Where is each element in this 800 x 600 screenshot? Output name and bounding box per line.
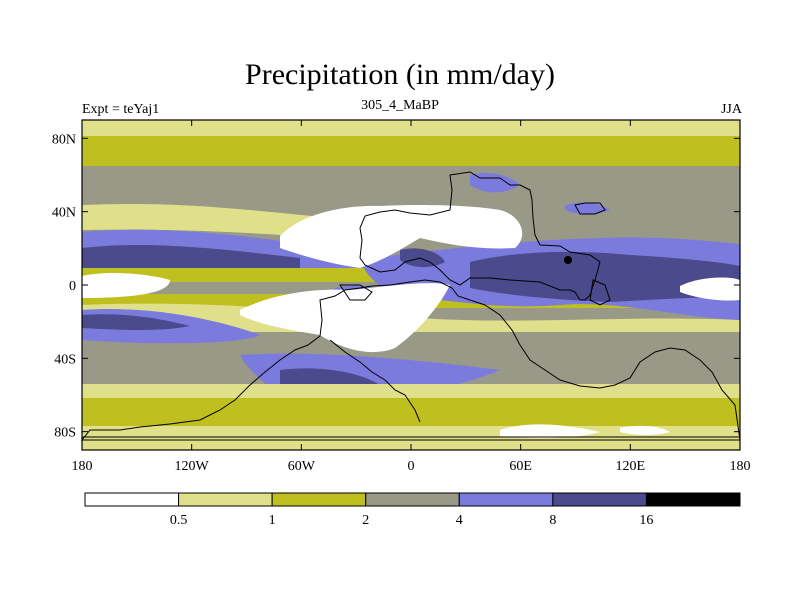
- season-label: JJA: [720, 102, 742, 117]
- lat-tick-label: 80S: [54, 426, 76, 441]
- colorbar: 0.5 1 2 4 8 16: [84, 492, 741, 528]
- band-lightyellow-south-high: [82, 384, 740, 400]
- latitude-axis: 80N 40N 0 40S 80S: [52, 132, 740, 441]
- colorbar-label: 2: [362, 513, 369, 528]
- lat-tick-label: 40N: [52, 206, 76, 221]
- lon-tick-label: 120W: [175, 459, 210, 474]
- band-darkblue-asia-monsoon: [470, 251, 740, 302]
- lon-tick-label: 180: [72, 459, 93, 474]
- experiment-label: Expt = teYaj1: [82, 102, 160, 117]
- precipitation-field: [82, 120, 740, 450]
- period-label: 305_4_MaBP: [361, 98, 439, 113]
- lon-tick-label: 180: [730, 459, 751, 474]
- colorbar-swatch: [645, 492, 741, 507]
- colorbar-swatch: [552, 492, 647, 507]
- volcano-marker: [564, 256, 572, 264]
- band-lightyellow-north: [82, 120, 740, 138]
- colorbar-swatch: [458, 492, 554, 507]
- dry-antarctic-small: [620, 425, 670, 435]
- coastline-island-3: [339, 284, 373, 301]
- colorbar-label: 8: [549, 513, 556, 528]
- lon-tick-label: 60E: [509, 459, 532, 474]
- lat-tick-label: 0: [69, 279, 76, 294]
- dry-north-pangea: [280, 205, 523, 268]
- dry-east-tethys: [680, 277, 740, 301]
- colorbar-label: 4: [456, 513, 463, 528]
- dry-antarctic: [500, 424, 600, 439]
- band-lightblue-east-asia: [565, 202, 610, 215]
- colorbar-swatch: [365, 492, 460, 507]
- lon-tick-label: 0: [408, 459, 415, 474]
- colorbar-swatch: [84, 492, 180, 507]
- lon-tick-label: 60W: [288, 459, 316, 474]
- band-darkblue-north-pacific: [82, 245, 300, 272]
- coastline-laurasia: [359, 171, 601, 301]
- coastline-gondwana: [80, 279, 741, 441]
- band-olive-north: [82, 136, 740, 166]
- lat-tick-label: 80N: [52, 132, 76, 147]
- band-lightblue-north-atlantic: [400, 248, 445, 268]
- map-title: Precipitation (in mm/day): [245, 58, 555, 91]
- colorbar-label: 0.5: [170, 513, 188, 528]
- coastlines: [80, 171, 741, 441]
- coastline-inner-gondwana: [329, 339, 421, 423]
- lat-tick-label: 40S: [54, 352, 76, 367]
- colorbar-label: 1: [269, 513, 276, 528]
- dry-north-pacific: [82, 273, 170, 298]
- coastline-island-1: [574, 202, 606, 215]
- band-darkblue-south: [82, 314, 190, 330]
- dry-south-pangea: [240, 283, 450, 353]
- band-olive-south-high: [82, 398, 740, 428]
- lon-tick-label: 120E: [616, 459, 646, 474]
- colorbar-label: 16: [639, 513, 653, 528]
- colorbar-swatch: [178, 492, 273, 507]
- coastline-island-2: [589, 279, 611, 306]
- colorbar-swatch: [271, 492, 367, 507]
- longitude-axis: 180 120W 60W 0 60E 120E 180: [72, 120, 751, 474]
